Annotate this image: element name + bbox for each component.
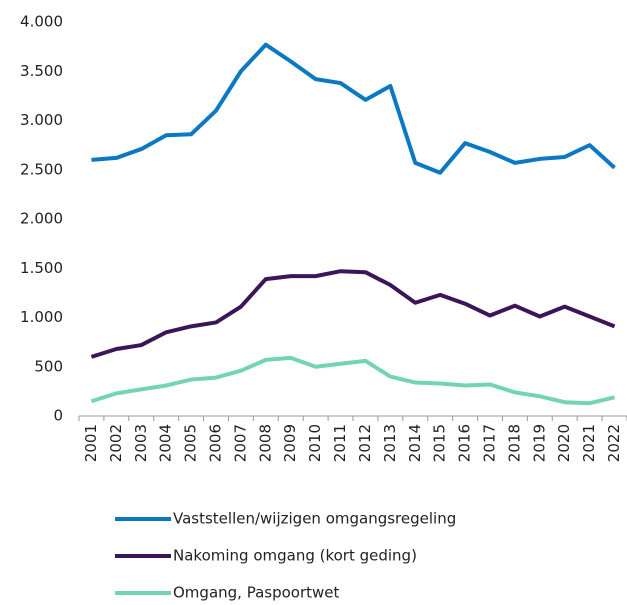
series-line <box>90 269 616 359</box>
y-tick-label: 3.500 <box>20 62 63 80</box>
legend-label: Vaststellen/wijzigen omgangsregeling <box>173 510 456 528</box>
x-tick-label: 2016 <box>456 424 474 462</box>
x-tick-label: 2006 <box>207 424 225 462</box>
y-tick-label: 1.500 <box>20 259 63 277</box>
x-tick-label: 2011 <box>331 424 349 462</box>
series-line <box>91 42 616 175</box>
y-tick-label: 2.000 <box>20 210 63 228</box>
x-tick-label: 2003 <box>132 424 150 462</box>
y-tick-label: 2.500 <box>20 160 63 178</box>
x-tick-label: 2018 <box>505 424 523 462</box>
x-tick-label: 2013 <box>381 424 399 462</box>
x-tick-label: 2009 <box>281 424 299 462</box>
legend-label: Omgang, Paspoortwet <box>173 584 339 602</box>
x-tick-label: 2008 <box>256 424 274 462</box>
x-tick-label: 2021 <box>580 424 598 462</box>
legend-label: Nakoming omgang (kort geding) <box>173 547 417 565</box>
x-tick-label: 2012 <box>356 424 374 462</box>
x-tick-label: 2002 <box>107 424 125 462</box>
x-tick-label: 2010 <box>306 424 324 462</box>
y-tick-label: 4.000 <box>20 13 63 31</box>
y-tick-label: 3.000 <box>20 111 63 129</box>
y-tick-label: 0 <box>53 407 63 425</box>
x-tick-label: 2001 <box>82 424 100 462</box>
x-tick-label: 2005 <box>182 424 200 462</box>
x-tick-label: 2020 <box>555 424 573 462</box>
x-tick-label: 2007 <box>231 424 249 462</box>
x-tick-label: 2015 <box>431 424 449 462</box>
x-tick-label: 2019 <box>530 424 548 462</box>
x-tick-label: 2022 <box>605 424 623 462</box>
y-tick-label: 500 <box>34 357 63 375</box>
series-line <box>90 355 616 406</box>
x-tick-label: 2014 <box>406 424 424 462</box>
x-tick-label: 2004 <box>157 424 175 462</box>
x-tick-label: 2017 <box>481 424 499 462</box>
y-tick-label: 1.000 <box>20 308 63 326</box>
